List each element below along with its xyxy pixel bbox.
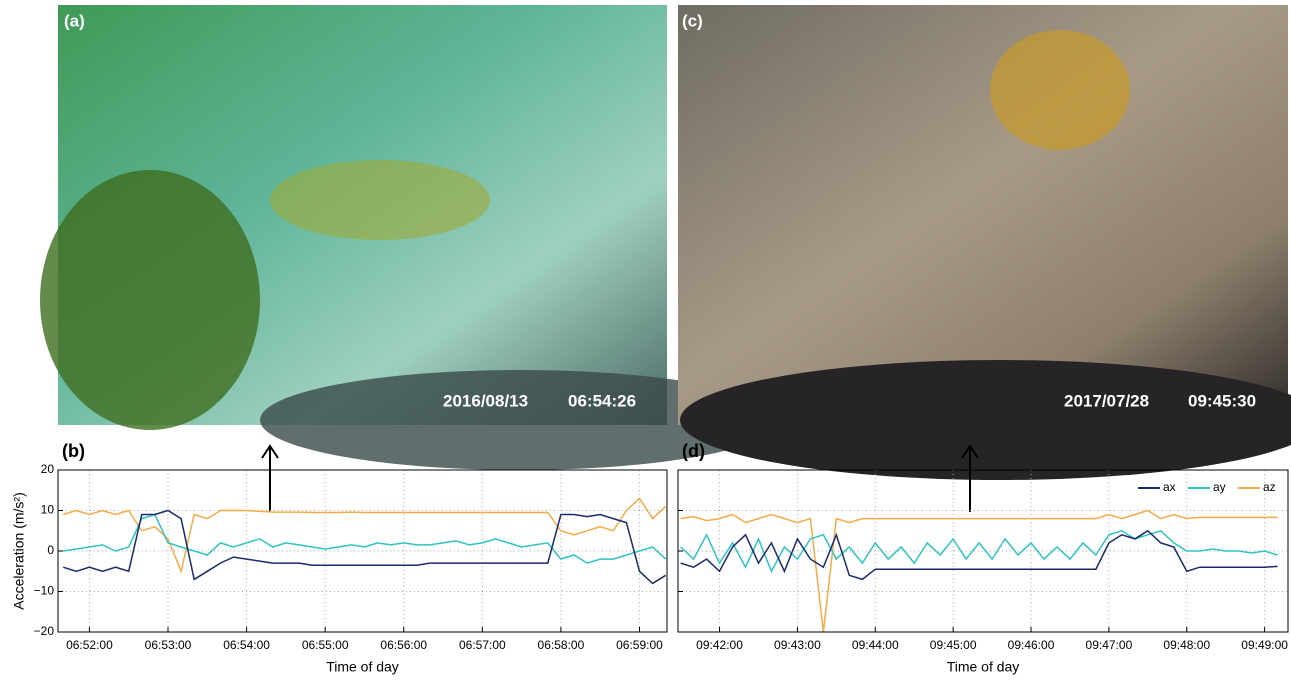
legend-label: ay: [1213, 480, 1226, 494]
x-axis-label: Time of day: [326, 659, 399, 675]
figure: (a) 2016/08/13 06:54:26 (c) 2017/07/28 0…: [0, 0, 1291, 680]
legend-label: ax: [1163, 480, 1176, 494]
x-tick-label: 06:54:00: [223, 638, 270, 652]
series-line: [63, 515, 666, 564]
photo-label: (c): [682, 11, 703, 30]
x-tick-label: 09:44:00: [852, 638, 899, 652]
x-tick-label: 09:47:00: [1086, 638, 1133, 652]
panel-label: (b): [62, 441, 85, 461]
y-axis-label: Acceleration (m/s²): [11, 492, 27, 609]
series-line: [63, 498, 666, 571]
x-tick-label: 06:55:00: [302, 638, 349, 652]
x-tick-label: 06:57:00: [459, 638, 506, 652]
page: {"photos": [ {"label": "(a)", "date": "2…: [0, 0, 1291, 680]
seaweed: [270, 160, 490, 240]
photo-time: 06:54:26: [568, 391, 636, 410]
x-tick-label: 09:45:00: [930, 638, 977, 652]
photo-label: (a): [64, 11, 85, 30]
seaweed: [990, 30, 1130, 150]
x-tick-label: 06:56:00: [380, 638, 427, 652]
x-tick-label: 09:48:00: [1163, 638, 1210, 652]
rock: [680, 360, 1291, 480]
x-tick-label: 09:46:00: [1008, 638, 1055, 652]
y-tick-label: 10: [41, 503, 55, 517]
x-tick-label: 09:43:00: [774, 638, 821, 652]
series-line: [681, 531, 1278, 580]
panel-label: (d): [682, 441, 705, 461]
x-tick-label: 06:59:00: [616, 638, 663, 652]
photo-date: 2017/07/28: [1064, 391, 1149, 410]
photo-date: 2016/08/13: [443, 391, 528, 410]
photo-time: 09:45:30: [1188, 391, 1256, 410]
x-tick-label: 09:49:00: [1241, 638, 1288, 652]
y-tick-label: −10: [34, 584, 55, 598]
seaweed: [40, 170, 260, 430]
x-tick-label: 09:42:00: [696, 638, 743, 652]
x-tick-label: 06:58:00: [538, 638, 585, 652]
x-axis-label: Time of day: [947, 659, 1020, 675]
y-tick-label: 0: [47, 543, 54, 557]
legend-label: az: [1263, 480, 1276, 494]
x-tick-label: 06:53:00: [145, 638, 192, 652]
arrow: [262, 446, 278, 512]
y-tick-label: 20: [41, 462, 55, 476]
y-tick-label: −20: [34, 624, 55, 638]
x-tick-label: 06:52:00: [66, 638, 113, 652]
